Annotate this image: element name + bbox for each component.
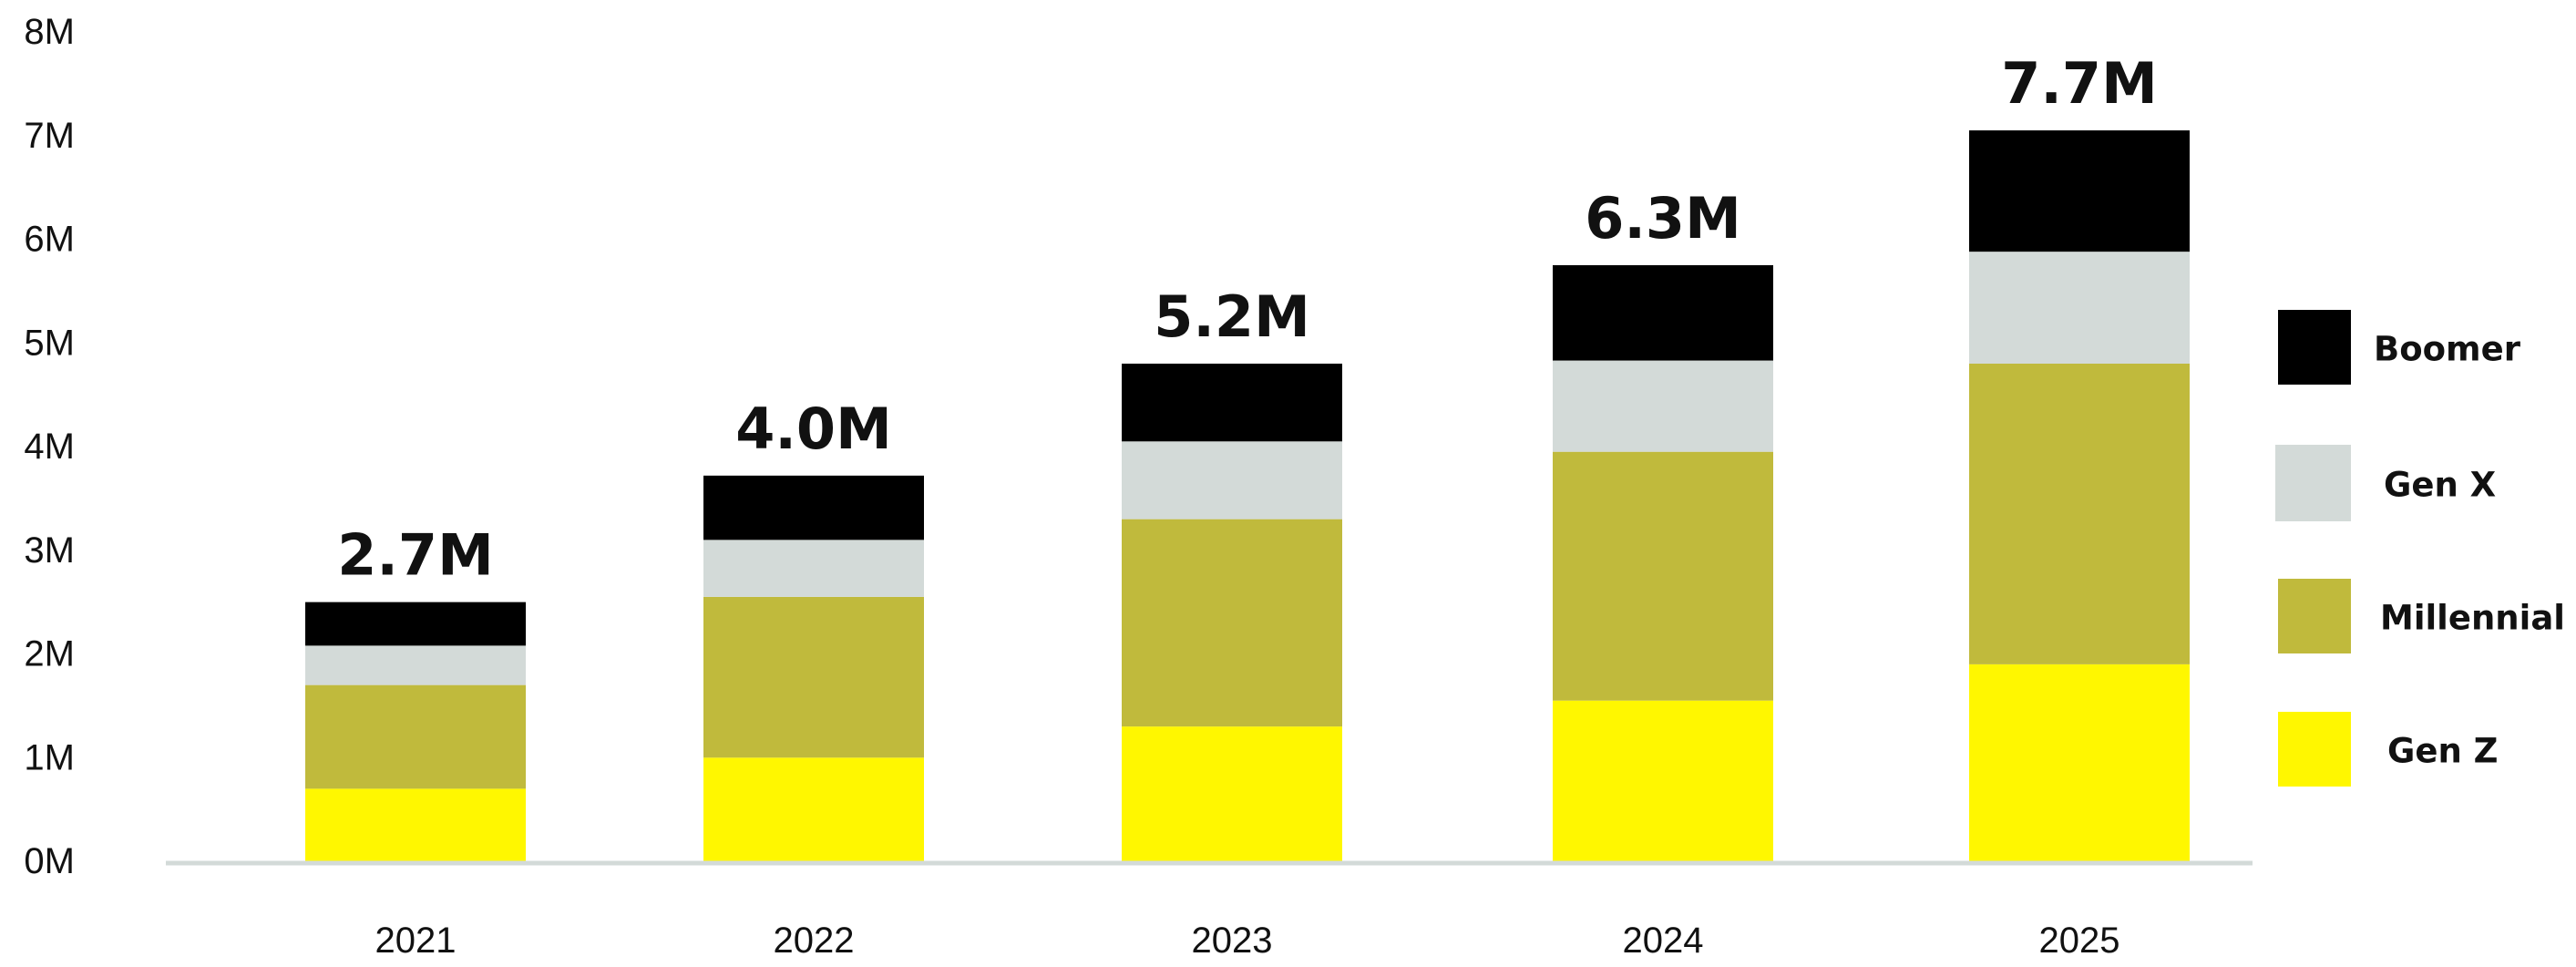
bar-segment-gen-x-2025 — [1969, 252, 2190, 364]
bar-segment-boomer-2021 — [305, 602, 526, 646]
x-tick-label: 2023 — [1192, 921, 1273, 961]
x-tick-label: 2025 — [2039, 921, 2120, 961]
bar-segment-boomer-2023 — [1122, 364, 1342, 442]
legend-swatch-gen-x — [2275, 445, 2351, 521]
bar-segment-gen-x-2021 — [305, 645, 526, 685]
legend-label-boomer: Boomer — [2374, 330, 2521, 369]
y-axis-tick-labels: 0M 1M 2M 3M 4M 5M 6M 7M 8M — [24, 12, 75, 881]
y-tick-label: 0M — [24, 841, 75, 881]
bar-segment-gen-z-2025 — [1969, 664, 2190, 861]
bar-segment-gen-z-2023 — [1122, 726, 1342, 861]
bar-segment-gen-x-2022 — [703, 540, 924, 597]
bar-segment-millennial-2022 — [703, 596, 924, 758]
legend: Boomer Gen X Millennial Gen Z — [2275, 310, 2565, 787]
legend-label-gen-x: Gen X — [2384, 466, 2496, 505]
legend-label-gen-z: Gen Z — [2387, 732, 2499, 771]
legend-swatch-gen-z — [2278, 712, 2351, 787]
bar-segment-gen-z-2024 — [1553, 700, 1773, 861]
bar-segment-gen-x-2024 — [1553, 360, 1773, 452]
bar-segment-boomer-2025 — [1969, 130, 2190, 252]
bar-total-labels: 2.7M 4.0M 5.2M 6.3M 7.7M — [337, 50, 2158, 589]
bar-segment-millennial-2023 — [1122, 519, 1342, 727]
y-tick-label: 8M — [24, 12, 75, 52]
bar-total-label: 5.2M — [1154, 283, 1310, 350]
bar-segment-gen-z-2021 — [305, 788, 526, 861]
y-tick-label: 7M — [24, 116, 75, 156]
bar-segment-boomer-2022 — [703, 475, 924, 540]
x-tick-label: 2022 — [774, 921, 855, 961]
bar-total-label: 6.3M — [1585, 185, 1741, 252]
bar-total-label: 7.7M — [2001, 50, 2158, 117]
bar-stacks — [305, 130, 2190, 861]
y-tick-label: 4M — [24, 427, 75, 467]
y-tick-label: 3M — [24, 530, 75, 571]
bar-segment-millennial-2021 — [305, 684, 526, 789]
x-tick-label: 2024 — [1623, 921, 1704, 961]
bar-segment-boomer-2024 — [1553, 264, 1773, 361]
bar-segment-millennial-2024 — [1553, 451, 1773, 701]
x-axis-tick-labels: 2021 2022 2023 2024 2025 — [375, 921, 2120, 961]
x-tick-label: 2021 — [375, 921, 457, 961]
y-tick-label: 2M — [24, 634, 75, 674]
bar-segment-millennial-2025 — [1969, 364, 2190, 664]
y-tick-label: 1M — [24, 737, 75, 777]
legend-label-millennial: Millennial — [2380, 599, 2565, 638]
bar-total-label: 2.7M — [337, 522, 494, 589]
y-tick-label: 5M — [24, 323, 75, 363]
legend-swatch-millennial — [2278, 579, 2351, 653]
bar-total-label: 4.0M — [735, 396, 892, 462]
bar-segment-gen-x-2023 — [1122, 441, 1342, 520]
y-tick-label: 6M — [24, 220, 75, 260]
bar-segment-gen-z-2022 — [703, 757, 924, 861]
legend-swatch-boomer — [2278, 310, 2351, 385]
